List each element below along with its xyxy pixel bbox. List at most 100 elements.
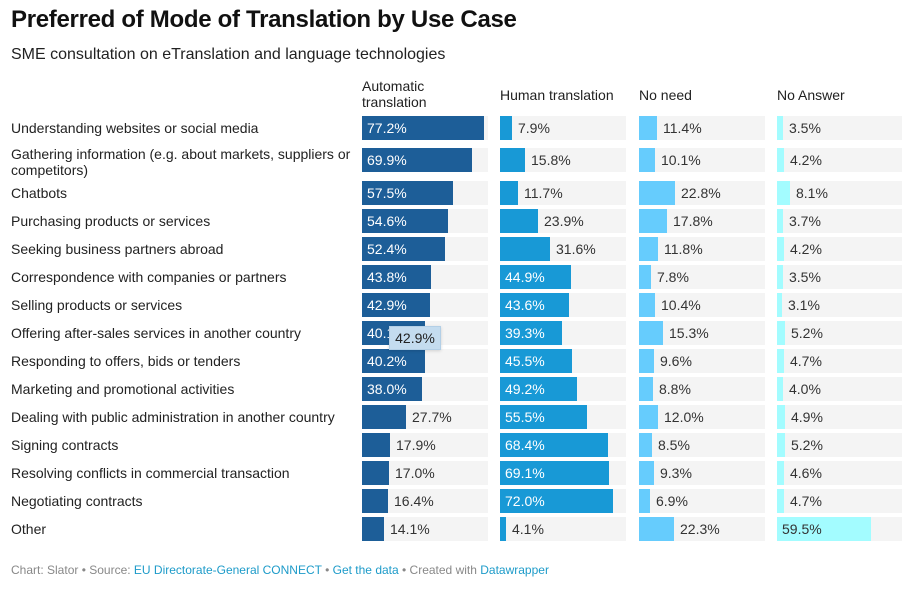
column-header-0: Automatic translation [362,78,427,110]
value-label: 31.6% [556,241,596,257]
bar-no-answer[interactable] [777,489,784,513]
bar-track: 27.7% [362,405,488,429]
value-label: 4.6% [790,465,822,481]
bar-human-translation[interactable] [500,148,525,172]
row-label: Dealing with public administration in an… [11,409,335,425]
bar-no-need[interactable] [639,433,652,457]
bar-human-translation[interactable] [500,349,572,373]
bar-no-need[interactable] [639,349,654,373]
bar-automatic-translation[interactable] [362,461,389,485]
value-label: 42.9% [367,297,407,313]
bar-automatic-translation[interactable] [362,517,384,541]
bar-automatic-translation[interactable] [362,181,453,205]
bar-automatic-translation[interactable] [362,265,431,289]
bar-track: 68.4% [500,433,626,457]
bar-no-answer[interactable] [777,148,784,172]
bar-no-need[interactable] [639,116,657,140]
bar-no-need[interactable] [639,321,663,345]
bar-track: 23.9% [500,209,626,233]
value-label: 6.9% [656,493,688,509]
bar-human-translation[interactable] [500,293,569,317]
bar-no-answer[interactable] [777,377,783,401]
value-label: 3.5% [789,269,821,285]
row-label: Offering after-sales services in another… [11,325,301,341]
bar-automatic-translation[interactable] [362,377,422,401]
get-data-link[interactable]: Get the data [332,563,399,577]
bar-automatic-translation[interactable] [362,116,484,140]
bar-human-translation[interactable] [500,517,506,541]
bar-human-translation[interactable] [500,181,518,205]
bar-no-answer[interactable] [777,209,783,233]
bar-no-need[interactable] [639,181,675,205]
value-label: 22.3% [680,521,720,537]
bar-human-translation[interactable] [500,433,608,457]
bar-human-translation[interactable] [500,461,609,485]
bar-no-answer[interactable] [777,116,783,140]
bar-automatic-translation[interactable] [362,293,430,317]
value-label: 14.1% [390,521,430,537]
bar-track: 69.1% [500,461,626,485]
bar-track: 4.2% [777,148,902,172]
bar-no-answer[interactable] [777,321,785,345]
chart-title: Preferred of Mode of Translation by Use … [11,6,517,33]
bar-human-translation[interactable] [500,265,571,289]
source-link[interactable]: EU Directorate-General CONNECT [133,563,322,577]
value-label: 45.5% [505,353,545,369]
value-label: 4.7% [790,353,822,369]
bar-no-answer[interactable] [777,517,871,541]
value-label: 7.9% [518,120,550,136]
bar-track: 7.9% [500,116,626,140]
bar-human-translation[interactable] [500,321,562,345]
value-label: 4.1% [512,521,544,537]
bar-no-need[interactable] [639,209,667,233]
bar-track: 31.6% [500,237,626,261]
value-label: 38.0% [367,381,407,397]
bar-no-answer[interactable] [777,433,785,457]
bar-automatic-translation[interactable] [362,433,390,457]
bar-no-need[interactable] [639,293,655,317]
bar-no-need[interactable] [639,377,653,401]
bar-human-translation[interactable] [500,209,538,233]
bar-track: 17.8% [639,209,765,233]
bar-human-translation[interactable] [500,405,587,429]
bar-no-answer[interactable] [777,181,790,205]
value-label: 9.3% [660,465,692,481]
bar-automatic-translation[interactable] [362,209,448,233]
bar-no-answer[interactable] [777,349,784,373]
datawrapper-link[interactable]: Datawrapper [480,563,549,577]
bar-human-translation[interactable] [500,237,550,261]
bar-no-answer[interactable] [777,461,784,485]
bar-no-answer[interactable] [777,293,782,317]
bar-no-need[interactable] [639,265,651,289]
bar-no-need[interactable] [639,517,674,541]
value-label: 3.7% [789,213,821,229]
bar-automatic-translation[interactable] [362,349,425,373]
column-header-1: Human translation [500,87,614,103]
bar-track: 57.5% [362,181,488,205]
bar-no-answer[interactable] [777,237,784,261]
column-header-3: No Answer [777,87,845,103]
bar-human-translation[interactable] [500,377,577,401]
bar-track: 4.2% [777,237,902,261]
bar-no-need[interactable] [639,237,658,261]
bar-no-need[interactable] [639,461,654,485]
bar-automatic-translation[interactable] [362,405,406,429]
bar-track: 8.8% [639,377,765,401]
bar-no-need[interactable] [639,489,650,513]
value-label: 17.8% [673,213,713,229]
bar-automatic-translation[interactable] [362,489,388,513]
bar-no-answer[interactable] [777,265,783,289]
value-label: 4.9% [791,409,823,425]
bar-no-need[interactable] [639,405,658,429]
bar-track: 3.1% [777,293,902,317]
bar-track: 14.1% [362,517,488,541]
bar-no-need[interactable] [639,148,655,172]
bar-automatic-translation[interactable] [362,148,472,172]
bar-human-translation[interactable] [500,116,512,140]
value-label: 54.6% [367,213,407,229]
bar-no-answer[interactable] [777,405,785,429]
bar-track: 12.0% [639,405,765,429]
value-label: 8.5% [658,437,690,453]
bar-automatic-translation[interactable] [362,237,445,261]
bar-human-translation[interactable] [500,489,613,513]
